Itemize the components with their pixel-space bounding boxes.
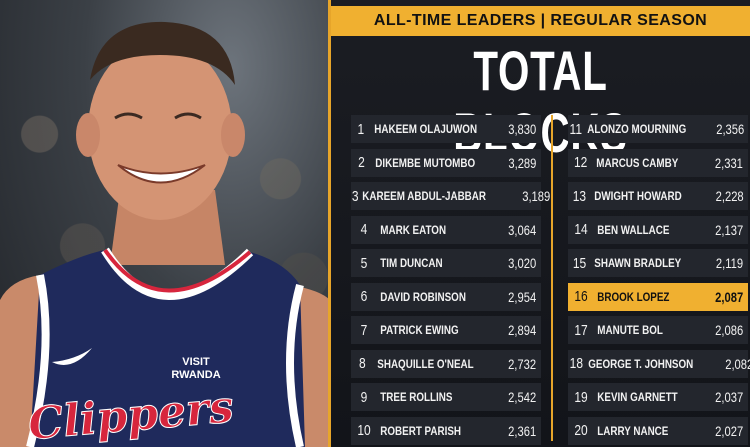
leader-rank: 6 bbox=[360, 288, 368, 305]
leader-rank: 9 bbox=[360, 388, 368, 406]
leader-blocks-value: 3,020 bbox=[508, 255, 537, 271]
leader-rank: 4 bbox=[360, 221, 368, 238]
leader-name: SHAQUILLE O'NEAL bbox=[376, 356, 474, 371]
leader-rank: 7 bbox=[360, 321, 368, 339]
player-illustration bbox=[0, 21, 330, 447]
leader-rank: 19 bbox=[574, 388, 588, 406]
leader-blocks-value: 2,086 bbox=[715, 322, 744, 338]
leader-blocks-value: 2,228 bbox=[715, 188, 744, 204]
leader-name: DIKEMBE MUTOMBO bbox=[375, 155, 476, 170]
leader-name: DWIGHT HOWARD bbox=[594, 189, 682, 203]
leader-blocks-value: 2,037 bbox=[715, 389, 744, 405]
leader-row: 2 DIKEMBE MUTOMBO 3,289 bbox=[351, 148, 541, 177]
leader-row: 9 TREE ROLLINS 2,542 bbox=[351, 383, 541, 411]
leader-name: TREE ROLLINS bbox=[380, 390, 453, 404]
leader-blocks-value: 2,542 bbox=[508, 389, 537, 405]
column-divider bbox=[551, 115, 553, 441]
leader-row: 15 SHAWN BRADLEY 2,119 bbox=[568, 249, 748, 277]
leader-rank: 10 bbox=[357, 422, 371, 439]
leader-row: 8 SHAQUILLE O'NEAL 2,732 bbox=[351, 349, 541, 378]
leader-name: MARK EATON bbox=[380, 222, 447, 237]
leader-rank: 20 bbox=[574, 422, 588, 439]
leader-rank: 13 bbox=[572, 187, 587, 205]
leader-row: 16 BROOK LOPEZ 2,087 bbox=[568, 282, 748, 311]
leader-name: LARRY NANCE bbox=[597, 423, 669, 438]
leader-blocks-value: 3,064 bbox=[508, 221, 537, 238]
jersey-patch: VISIT RWANDA bbox=[165, 356, 227, 382]
leader-blocks-value: 3,830 bbox=[508, 121, 537, 137]
leader-rank: 14 bbox=[574, 221, 588, 238]
leader-rank: 1 bbox=[357, 120, 365, 138]
leader-row: 11 ALONZO MOURNING 2,356 bbox=[568, 115, 748, 143]
leader-blocks-value: 2,954 bbox=[508, 288, 537, 305]
leader-blocks-value: 2,082 bbox=[724, 355, 750, 372]
leader-rank: 16 bbox=[574, 288, 588, 305]
leader-row: 20 LARRY NANCE 2,027 bbox=[568, 416, 748, 445]
leader-row: 10 ROBERT PARISH 2,361 bbox=[351, 416, 541, 445]
leader-name: ROBERT PARISH bbox=[380, 423, 462, 438]
banner-subtitle: ALL-TIME LEADERS | REGULAR SEASON bbox=[331, 6, 750, 36]
leaders-column-right: 11 ALONZO MOURNING 2,356 12 MARCUS CAMBY 2,33… bbox=[568, 115, 750, 447]
leader-row: 1 HAKEEM OLAJUWON 3,830 bbox=[351, 115, 541, 143]
leader-name: DAVID ROBINSON bbox=[380, 289, 466, 304]
leader-blocks-value: 2,894 bbox=[508, 322, 537, 338]
leader-name: BROOK LOPEZ bbox=[597, 289, 670, 304]
patch-line-1: VISIT bbox=[182, 356, 210, 368]
leader-name: MARCUS CAMBY bbox=[596, 155, 679, 170]
leaderboard-panel: ALL-TIME LEADERS | REGULAR SEASON TOTAL … bbox=[328, 0, 750, 447]
leader-blocks-value: 2,331 bbox=[715, 154, 744, 171]
leader-blocks-value: 2,119 bbox=[716, 255, 744, 271]
leader-name: ALONZO MOURNING bbox=[586, 122, 686, 136]
leader-rank: 5 bbox=[360, 254, 368, 272]
leader-row: 7 PATRICK EWING 2,894 bbox=[351, 316, 541, 344]
leader-row: 4 MARK EATON 3,064 bbox=[351, 215, 541, 244]
leader-blocks-value: 2,732 bbox=[508, 355, 537, 372]
leader-rank: 8 bbox=[358, 355, 366, 372]
leader-blocks-value: 3,189 bbox=[522, 188, 551, 204]
leader-row: 17 MANUTE BOL 2,086 bbox=[568, 316, 748, 344]
leader-blocks-value: 2,087 bbox=[715, 288, 744, 305]
player-photo: VISIT RWANDA Clippers bbox=[0, 0, 330, 447]
leader-rank: 15 bbox=[572, 254, 587, 272]
leader-rank: 12 bbox=[573, 154, 588, 171]
leader-name: GEORGE T. JOHNSON bbox=[587, 356, 693, 371]
leader-rank: 3 bbox=[351, 187, 359, 205]
leader-blocks-value: 2,361 bbox=[508, 422, 537, 439]
patch-line-2: RWANDA bbox=[171, 369, 221, 381]
leader-row: 6 DAVID ROBINSON 2,954 bbox=[351, 282, 541, 311]
leader-row: 5 TIM DUNCAN 3,020 bbox=[351, 249, 541, 277]
leader-blocks-value: 2,356 bbox=[716, 121, 745, 137]
leader-name: PATRICK EWING bbox=[380, 323, 459, 337]
leader-rank: 2 bbox=[358, 154, 365, 171]
leader-name: KEVIN GARNETT bbox=[597, 390, 678, 404]
leader-name: BEN WALLACE bbox=[597, 222, 670, 237]
leader-row: 3 KAREEM ABDUL-JABBAR 3,189 bbox=[351, 182, 550, 210]
leader-name: SHAWN BRADLEY bbox=[594, 256, 682, 270]
leader-blocks-value: 2,027 bbox=[715, 422, 744, 439]
leader-blocks-value: 3,289 bbox=[508, 154, 537, 171]
leader-rank: 11 bbox=[569, 120, 583, 138]
leader-rank: 18 bbox=[569, 355, 584, 372]
leader-name: KAREEM ABDUL-JABBAR bbox=[362, 189, 487, 203]
leader-row: 13 DWIGHT HOWARD 2,228 bbox=[568, 182, 748, 210]
leader-row: 19 KEVIN GARNETT 2,037 bbox=[568, 383, 748, 411]
leaders-column-left: 1 HAKEEM OLAJUWON 3,830 2 DIKEMBE MUTOMBO 3,2… bbox=[351, 115, 550, 447]
leader-name: HAKEEM OLAJUWON bbox=[373, 122, 477, 136]
leader-row: 14 BEN WALLACE 2,137 bbox=[568, 215, 748, 244]
leader-rank: 17 bbox=[574, 321, 588, 339]
leader-blocks-value: 2,137 bbox=[715, 221, 744, 238]
leader-name: MANUTE BOL bbox=[597, 323, 663, 337]
leader-name: TIM DUNCAN bbox=[380, 256, 443, 270]
page-title: TOTAL BLOCKS bbox=[453, 39, 627, 164]
leader-row: 12 MARCUS CAMBY 2,331 bbox=[568, 148, 748, 177]
